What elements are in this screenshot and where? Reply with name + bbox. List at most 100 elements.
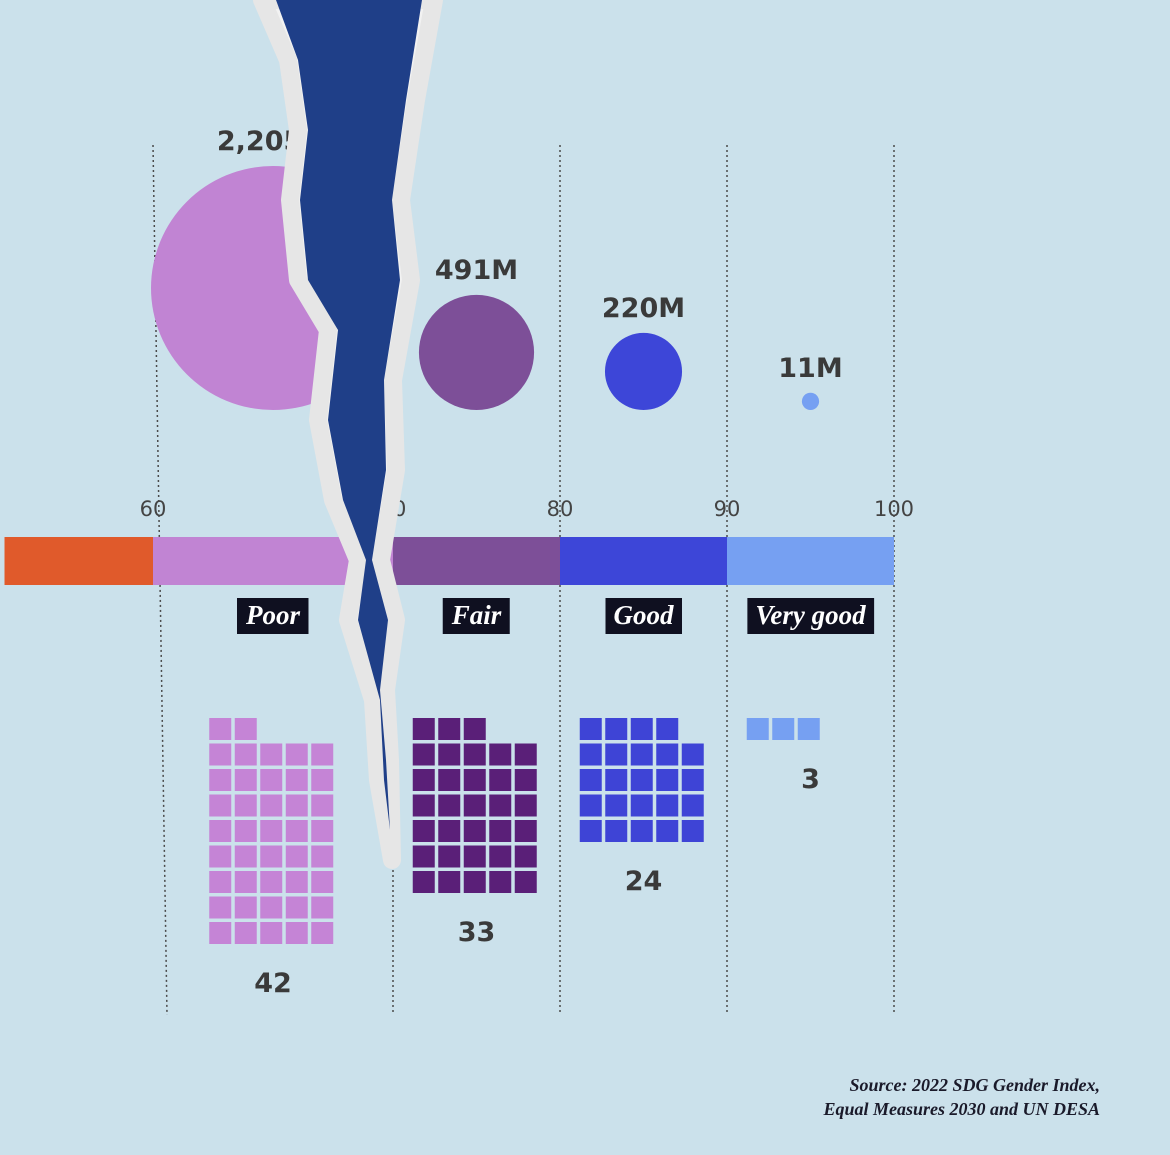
waffle-square bbox=[489, 743, 512, 766]
category-band bbox=[393, 537, 560, 585]
waffle-square bbox=[412, 794, 435, 817]
waffle-square bbox=[234, 743, 257, 766]
bubble bbox=[418, 294, 535, 410]
count-label: 3 bbox=[801, 764, 820, 795]
waffle-square bbox=[489, 871, 512, 893]
waffle-square bbox=[656, 743, 679, 766]
count-label: 42 bbox=[254, 968, 292, 999]
category-label-box bbox=[747, 598, 875, 634]
waffle-square bbox=[681, 743, 704, 766]
waffle-square bbox=[311, 743, 334, 766]
waffle-square bbox=[579, 794, 602, 817]
waffle-square bbox=[260, 845, 283, 868]
waffle-square bbox=[311, 845, 334, 868]
category-label: Poor bbox=[245, 600, 300, 630]
waffle-square bbox=[630, 820, 653, 842]
waffle-square bbox=[656, 769, 679, 791]
waffle-square bbox=[463, 794, 486, 817]
waffle-square bbox=[656, 718, 679, 740]
source-line: Source: 2022 SDG Gender Index, bbox=[849, 1075, 1100, 1095]
waffle-square bbox=[260, 794, 283, 817]
waffle-square bbox=[311, 820, 334, 842]
waffle-square bbox=[514, 845, 537, 868]
waffle-square bbox=[285, 794, 308, 817]
waffle-square bbox=[234, 896, 257, 919]
waffle-square bbox=[681, 794, 704, 817]
waffle-square bbox=[311, 769, 334, 791]
waffle-square bbox=[630, 743, 653, 766]
waffle-square bbox=[311, 896, 334, 919]
category-label-box bbox=[442, 598, 510, 634]
waffle-square bbox=[209, 871, 232, 893]
bubble bbox=[604, 332, 683, 411]
waffle-square bbox=[514, 769, 537, 791]
waffle-square bbox=[285, 820, 308, 842]
waffle-square bbox=[234, 871, 257, 893]
category-band bbox=[727, 537, 894, 585]
waffle-square bbox=[656, 794, 679, 817]
x-tick-label: 90 bbox=[714, 497, 741, 521]
x-tick-label: 80 bbox=[547, 497, 574, 521]
value-label: 220M bbox=[602, 293, 685, 324]
waffle-square bbox=[463, 743, 486, 766]
waffle-square bbox=[209, 820, 232, 842]
waffle-square bbox=[311, 922, 334, 944]
waffle-square bbox=[311, 794, 334, 817]
waffle-square bbox=[489, 794, 512, 817]
bubble bbox=[801, 392, 820, 410]
paper-tear bbox=[253, 0, 443, 869]
waffle-square bbox=[260, 896, 283, 919]
waffle-square bbox=[209, 845, 232, 868]
waffle-square bbox=[209, 769, 232, 791]
waffle-square bbox=[412, 871, 435, 893]
below-band bbox=[4, 537, 153, 585]
waffle-square bbox=[579, 820, 602, 842]
waffle-square bbox=[605, 718, 628, 740]
category-label: Very good bbox=[755, 600, 866, 630]
waffle-square bbox=[605, 743, 628, 766]
waffle-square bbox=[260, 922, 283, 944]
waffle-square bbox=[260, 871, 283, 893]
waffle-square bbox=[579, 718, 602, 740]
waffle-square bbox=[412, 845, 435, 868]
waffle-square bbox=[630, 794, 653, 817]
waffle-square bbox=[209, 896, 232, 919]
waffle-square bbox=[209, 794, 232, 817]
waffle-square bbox=[285, 769, 308, 791]
category-label-box bbox=[237, 598, 309, 634]
waffle-square bbox=[463, 769, 486, 791]
waffle-square bbox=[438, 871, 461, 893]
waffle-square bbox=[579, 743, 602, 766]
count-label: 33 bbox=[458, 917, 496, 948]
waffle-square bbox=[438, 769, 461, 791]
x-tick-label: 100 bbox=[874, 497, 914, 521]
waffle-square bbox=[412, 743, 435, 766]
waffle-square bbox=[438, 820, 461, 842]
waffle-square bbox=[681, 769, 704, 791]
waffle-square bbox=[514, 794, 537, 817]
waffle-square bbox=[605, 820, 628, 842]
waffle-square bbox=[209, 718, 232, 740]
value-label: 491M bbox=[435, 255, 518, 286]
count-label: 24 bbox=[625, 866, 663, 897]
waffle-square bbox=[234, 718, 257, 740]
waffle-square bbox=[285, 743, 308, 766]
waffle-square bbox=[209, 743, 232, 766]
waffle-square bbox=[579, 769, 602, 791]
waffle-square bbox=[489, 845, 512, 868]
waffle-square bbox=[412, 820, 435, 842]
waffle-square bbox=[681, 820, 704, 842]
waffle-square bbox=[630, 769, 653, 791]
category-label: Good bbox=[614, 600, 674, 630]
waffle-square bbox=[656, 820, 679, 842]
waffle-square bbox=[311, 871, 334, 893]
category-label-box bbox=[605, 598, 682, 634]
waffle-square bbox=[438, 794, 461, 817]
waffle-square bbox=[514, 743, 537, 766]
waffle-square bbox=[260, 743, 283, 766]
waffle-square bbox=[209, 922, 232, 944]
waffle-square bbox=[772, 718, 795, 740]
category-label: Fair bbox=[451, 600, 502, 630]
waffle-square bbox=[797, 718, 820, 740]
